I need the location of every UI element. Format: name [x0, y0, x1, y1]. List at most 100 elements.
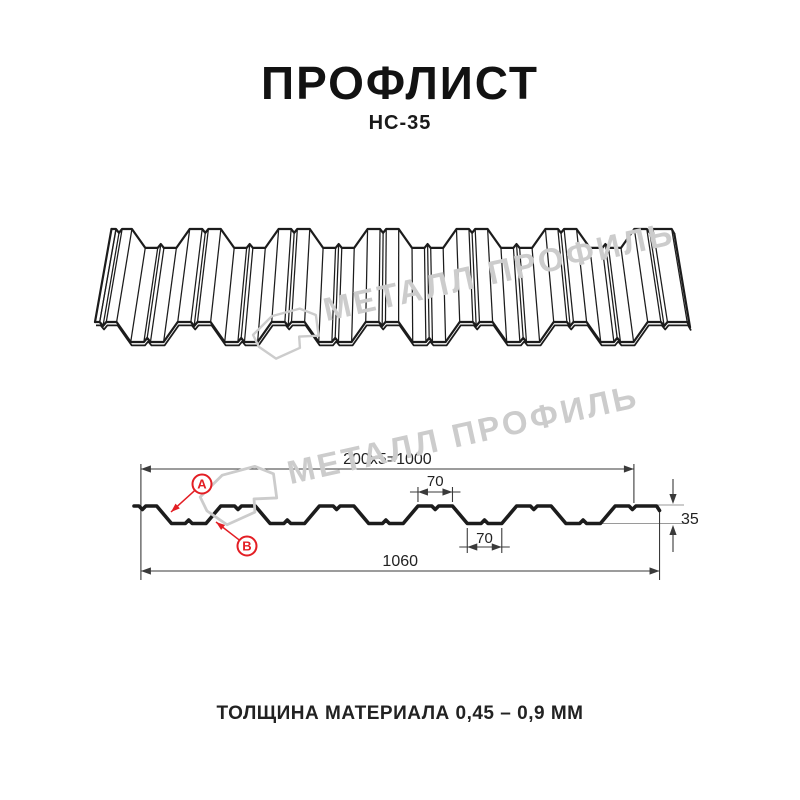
bend-line: [290, 228, 298, 323]
bend-line: [196, 228, 210, 323]
bend-line: [350, 247, 355, 343]
arrowhead: [623, 465, 634, 473]
bend-line: [384, 229, 387, 323]
bend-line: [423, 247, 427, 343]
bend-line: [381, 232, 384, 327]
bend-line: [224, 247, 235, 343]
bend-line: [601, 247, 615, 343]
bend-line: [334, 244, 340, 339]
dim-label-rib-bottom: 70: [476, 530, 493, 547]
bend-line: [455, 228, 461, 323]
bend-line: [209, 228, 222, 323]
bend-line: [649, 232, 665, 327]
bend-line: [430, 247, 434, 343]
left-end-thickness-line: [98, 229, 117, 324]
left-end-edge: [93, 227, 113, 324]
bend-line: [411, 247, 414, 343]
bend-line: [512, 247, 521, 343]
profile-model-label: НС-35: [368, 112, 432, 134]
dim-arrow: [491, 543, 502, 551]
bend-line: [557, 228, 568, 323]
arrowhead: [467, 543, 478, 551]
bend-line: [486, 228, 494, 323]
bend-line: [563, 228, 575, 323]
bend-line: [604, 244, 618, 339]
dim-label-overall: 1060: [382, 553, 418, 570]
bend-line: [652, 228, 669, 323]
section-profile-outline: [132, 504, 662, 526]
bend-line: [243, 247, 254, 343]
bend-line: [271, 228, 280, 323]
bend-line: [190, 228, 203, 323]
dim-label-height: 35: [681, 511, 699, 528]
right-end-edge: [673, 232, 692, 329]
arrowhead: [140, 465, 151, 473]
cross-section-diagram: 200x5=1000 70 70 35 1060: [132, 451, 699, 580]
brand-logo-outline: [251, 307, 320, 360]
dim-arrow: [442, 488, 453, 496]
arrowhead: [649, 567, 660, 575]
arrowhead: [442, 488, 453, 496]
bend-line: [646, 228, 662, 323]
dim-arrow: [140, 567, 151, 575]
bend-line: [240, 244, 251, 339]
bend-line: [468, 228, 474, 323]
bend-line: [318, 247, 324, 343]
bend-line: [116, 228, 133, 323]
bend-line: [575, 228, 588, 323]
bend-line: [331, 247, 337, 343]
dim-arrow: [623, 465, 634, 473]
bend-line: [442, 247, 447, 343]
bend-line: [471, 232, 477, 327]
dim-label-rib-top: 70: [427, 473, 444, 490]
bend-line: [256, 247, 266, 343]
bend-line: [365, 228, 369, 323]
brand-logo-icon: [251, 307, 320, 360]
bend-line: [633, 228, 649, 323]
rear-cut-edge: [110, 227, 676, 249]
bend-line: [177, 228, 191, 323]
bend-line: [163, 247, 178, 343]
bend-line: [337, 247, 343, 343]
arrowhead: [140, 567, 151, 575]
dim-arrow: [669, 494, 677, 504]
profile-3d-view: [93, 227, 692, 347]
bend-line: [143, 247, 159, 343]
arrowhead: [417, 488, 428, 496]
bend-line: [519, 247, 528, 343]
bend-line: [500, 247, 508, 343]
bend-line: [102, 232, 120, 327]
bend-line: [607, 247, 622, 343]
arrowhead: [491, 543, 502, 551]
bend-line: [544, 228, 555, 323]
bend-line: [589, 247, 602, 343]
bend-line: [620, 247, 635, 343]
bend-line: [426, 244, 430, 339]
arrowhead: [669, 494, 677, 504]
bend-line: [474, 228, 481, 323]
dim-arrow: [417, 488, 428, 496]
bend-line: [531, 247, 541, 343]
front-cut-edge: [93, 320, 692, 344]
bend-line: [284, 228, 292, 323]
bend-line: [146, 244, 162, 339]
dim-arrow: [649, 567, 660, 575]
bend-line: [193, 232, 206, 327]
bend-line: [378, 229, 381, 323]
dim-arrow: [467, 543, 478, 551]
bend-line: [303, 228, 311, 323]
dim-arrow: [669, 525, 677, 535]
material-thickness-note: ТОЛЩИНА МАТЕРИАЛА 0,45 – 0,9 ММ: [216, 703, 584, 724]
bend-line: [149, 247, 165, 343]
bend-line: [671, 228, 688, 323]
bend-line: [560, 232, 571, 327]
bend-line: [237, 247, 248, 343]
page-title: ПРОФЛИСТ: [261, 57, 539, 109]
dim-arrow: [140, 465, 151, 473]
bend-line: [515, 244, 524, 339]
dim-label-pitch-total: 200x5=1000: [343, 451, 432, 468]
bend-line: [130, 247, 146, 343]
bend-line: [105, 228, 123, 323]
